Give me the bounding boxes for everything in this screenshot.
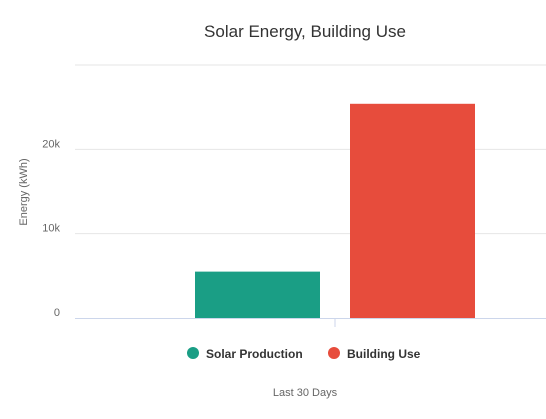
y-tick-label: 0 — [54, 307, 60, 319]
legend-item-solar-production[interactable]: Solar Production — [187, 347, 303, 361]
chart-title: Solar Energy, Building Use — [204, 22, 406, 41]
bars — [195, 103, 475, 318]
bar-solar-production[interactable] — [195, 271, 320, 318]
y-axis-label: Energy (kWh) — [18, 158, 30, 225]
y-tick-label: 10k — [42, 223, 60, 235]
gridlines — [75, 64, 546, 235]
legend-marker — [328, 347, 340, 359]
legend-label: Solar Production — [206, 347, 303, 361]
legend-label: Building Use — [347, 347, 421, 361]
bar-building-use[interactable] — [350, 103, 475, 318]
x-axis-category-label: Last 30 Days — [273, 387, 338, 399]
y-tick-label: 20k — [42, 138, 60, 150]
legend-marker — [187, 347, 199, 359]
y-axis-ticks: 0 10k 20k — [42, 138, 60, 319]
legend-item-building-use[interactable]: Building Use — [328, 347, 421, 361]
legend: Solar Production Building Use — [187, 347, 421, 361]
